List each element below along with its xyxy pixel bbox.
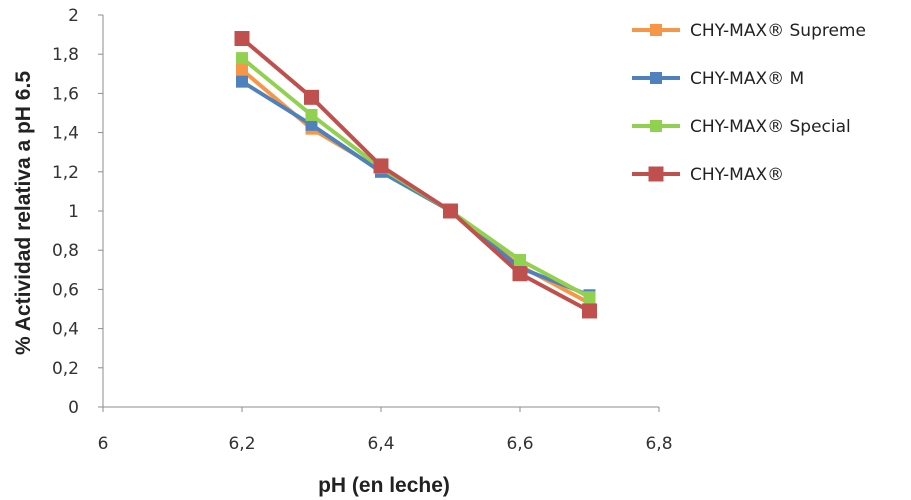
data-point: [583, 291, 596, 304]
legend-label: CHY-MAX®: [690, 165, 784, 185]
y-tick-label: 0: [68, 398, 79, 418]
series-line: [240, 56, 591, 299]
series-line: [240, 36, 591, 313]
x-tick-label: 6: [98, 434, 109, 454]
legend-marker: [650, 24, 662, 36]
data-point: [236, 75, 248, 88]
legend-label: CHY-MAX® M: [690, 69, 804, 89]
axes: [102, 15, 659, 408]
data-point: [236, 52, 248, 65]
series-group: [234, 31, 597, 319]
legend-item: CHY-MAX® Special: [632, 117, 851, 137]
legend: CHY-MAX® Supreme CHY-MAX® M CHY-MAX® Speci…: [632, 21, 866, 185]
legend-marker: [648, 166, 664, 182]
y-tick-label: 0,4: [52, 320, 79, 340]
y-tick-label: 1: [68, 202, 79, 222]
y-tick-label: 0,2: [52, 359, 79, 379]
series-group: [236, 52, 596, 304]
data-point: [304, 89, 319, 105]
y-axis-title: % Actividad relativa a pH 6.5: [12, 71, 35, 355]
legend-marker: [650, 72, 662, 84]
data-point: [582, 303, 597, 319]
y-tick-label: 2: [68, 6, 79, 26]
x-tick-label: 6,8: [645, 434, 672, 454]
legend-marker: [650, 120, 662, 132]
series-layer: [234, 31, 597, 319]
legend-item: CHY-MAX® Supreme: [632, 21, 866, 41]
data-point: [236, 63, 248, 76]
data-point: [443, 203, 458, 219]
y-tick-label: 1,2: [52, 163, 79, 183]
y-tick-label: 1,8: [52, 45, 79, 65]
data-point: [514, 254, 526, 266]
y-tick-label: 0,6: [52, 280, 79, 300]
x-axis-title: pH (en leche): [318, 474, 450, 497]
data-point: [512, 266, 528, 282]
x-tick-label: 6,4: [367, 434, 394, 454]
legend-label: CHY-MAX® Special: [690, 117, 851, 137]
legend-item: CHY-MAX® M: [632, 69, 804, 89]
legend-label: CHY-MAX® Supreme: [690, 21, 866, 41]
y-tick-label: 1,6: [52, 84, 79, 104]
y-axis-ticks: 0 0,2 0,4 0,6 0,8 1 1,2 1,4 1,6 1,8 2: [52, 6, 103, 418]
x-tick-label: 6,6: [506, 434, 533, 454]
data-point: [234, 31, 250, 47]
data-point: [305, 118, 318, 131]
data-point: [305, 108, 318, 121]
legend-item: CHY-MAX®: [632, 165, 784, 185]
x-axis-ticks: 6 6,2 6,4 6,6 6,8: [98, 407, 673, 454]
y-tick-label: 0,8: [52, 241, 79, 261]
x-tick-label: 6,2: [228, 434, 255, 454]
y-tick-label: 1,4: [52, 124, 79, 144]
data-point: [373, 158, 389, 174]
